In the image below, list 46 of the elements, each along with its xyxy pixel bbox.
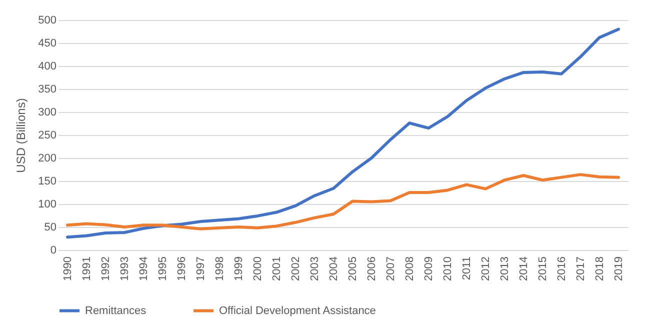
x-tick-label: 1993 — [119, 256, 131, 281]
x-tick-label: 1990 — [62, 256, 74, 281]
y-tick-label: 200 — [38, 152, 56, 164]
x-tick-label: 2017 — [575, 256, 587, 281]
legend-label: Remittances — [85, 304, 147, 317]
x-tick-label: 1992 — [100, 256, 112, 281]
y-tick-label: 500 — [38, 14, 56, 26]
legend-label: Official Development Assistance — [219, 304, 376, 317]
y-tick-label: 400 — [38, 60, 56, 72]
line-series — [66, 173, 620, 230]
y-tick-label: 50 — [44, 222, 56, 234]
x-tick-label: 1999 — [233, 256, 245, 281]
x-tick-label: 2004 — [328, 256, 340, 281]
x-tick-label: 2005 — [347, 256, 359, 281]
y-tick-label: 450 — [38, 38, 56, 50]
x-tick-label: 2018 — [594, 256, 606, 281]
x-tick-label: 2002 — [290, 256, 302, 281]
y-tick-label: 350 — [38, 84, 56, 96]
x-tick-label: 2010 — [442, 256, 454, 281]
x-tick-label: 2019 — [613, 256, 625, 281]
x-tick-label: 2014 — [518, 256, 530, 281]
x-tick-label: 2000 — [252, 256, 264, 281]
x-tick-label: 1997 — [195, 256, 207, 281]
x-tick-label: 2008 — [404, 256, 416, 281]
x-tick-label: 2015 — [537, 256, 549, 281]
x-tick-label: 2011 — [461, 256, 473, 280]
y-tick-label: 150 — [38, 176, 56, 188]
y-tick-label: 100 — [38, 198, 56, 210]
x-tick-label: 1991 — [81, 256, 93, 281]
x-tick-label: 1994 — [138, 256, 150, 281]
y-tick-label: 0 — [50, 244, 56, 256]
y-tick-label: 250 — [38, 130, 56, 142]
y-tick-label: 300 — [38, 106, 56, 118]
x-tick-label: 2007 — [385, 256, 397, 281]
x-tick-label: 2016 — [556, 256, 568, 281]
x-tick-label: 1998 — [214, 256, 226, 281]
x-tick-label: 2001 — [271, 256, 283, 281]
line-series — [66, 28, 620, 239]
x-tick-label: 2006 — [366, 256, 378, 281]
x-tick-label: 2012 — [480, 256, 492, 281]
x-tick-label: 2003 — [309, 256, 321, 281]
x-tick-label: 1995 — [157, 256, 169, 281]
y-axis-title: USD (Billions) — [14, 98, 28, 173]
x-tick-label: 1996 — [176, 256, 188, 281]
x-tick-label: 2009 — [423, 256, 435, 281]
x-tick-label: 2013 — [499, 256, 511, 281]
